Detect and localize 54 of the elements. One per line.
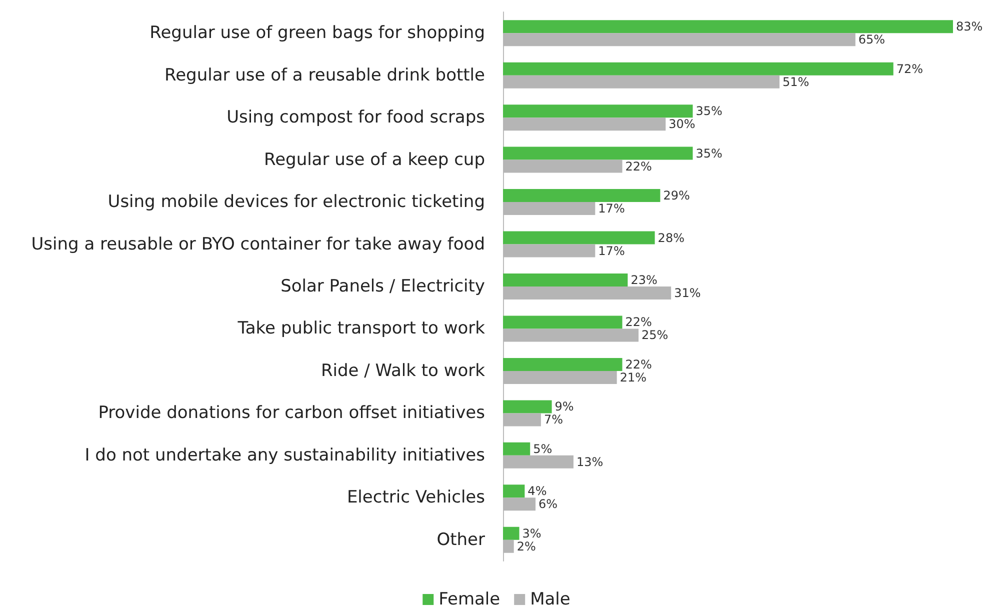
bar — [503, 231, 655, 244]
bar — [503, 20, 953, 34]
y-tick-label: Provide donations for carbon offset initiatives — [98, 403, 486, 424]
data-label: 35% — [696, 104, 722, 118]
bar — [503, 274, 628, 286]
data-label: 23% — [630, 273, 658, 287]
y-tick-label: Other — [436, 530, 485, 550]
bar — [503, 484, 525, 498]
data-label: 22% — [625, 357, 652, 372]
y-tick-label: Using a reusable or BYO container for take away food — [31, 234, 485, 254]
data-label: 6% — [538, 497, 558, 512]
legend-label: Male — [530, 590, 570, 610]
data-label: 3% — [522, 526, 542, 540]
data-label: 72% — [896, 62, 924, 76]
y-tick-label: Electric Vehicles — [346, 488, 486, 508]
data-label: 31% — [674, 286, 701, 300]
bar — [503, 104, 693, 118]
data-label: 17% — [598, 202, 625, 216]
bar — [503, 146, 693, 160]
y-tick-label: Using mobile devices for electronic ticketing — [108, 192, 485, 212]
data-label: 21% — [620, 370, 647, 384]
bar — [503, 62, 894, 76]
data-label: 83% — [956, 20, 983, 34]
bar — [503, 526, 520, 540]
y-tick-label: Ride / Walk to work — [320, 360, 486, 381]
y-tick-label: Regular use of a reusable drink bottle — [164, 65, 485, 86]
data-label: 2% — [516, 539, 536, 554]
data-label: 9% — [554, 400, 574, 414]
y-tick-label: Using compost for food scraps — [226, 108, 486, 128]
y-tick-label: I do not undertake any sustainability initiatives — [84, 445, 486, 466]
data-label: 13% — [576, 454, 604, 469]
y-tick-label: Regular use of a keep cup — [264, 150, 485, 170]
bar — [503, 316, 622, 329]
bar — [503, 189, 660, 202]
data-label: 22% — [625, 315, 652, 330]
bar — [503, 442, 530, 456]
y-tick-label: Solar Panels / Electricity — [280, 276, 485, 296]
y-tick-label: Regular use of green bags for shopping — [150, 23, 485, 44]
data-label: 65% — [858, 32, 886, 47]
legend-label: Female — [438, 590, 500, 610]
bar — [503, 358, 622, 371]
data-label: 35% — [696, 146, 722, 160]
data-label: 29% — [663, 188, 690, 203]
bar — [503, 400, 552, 414]
data-label: 22% — [625, 159, 652, 174]
data-label: 4% — [528, 484, 547, 498]
data-label: 7% — [544, 412, 563, 427]
data-label: 28% — [658, 230, 684, 245]
data-label: 17% — [598, 244, 625, 258]
data-label: 51% — [782, 74, 810, 89]
y-tick-label: Take public transport to work — [236, 318, 486, 339]
data-label: 30% — [668, 117, 696, 132]
data-label: 25% — [642, 328, 668, 342]
data-label: 5% — [533, 442, 552, 456]
